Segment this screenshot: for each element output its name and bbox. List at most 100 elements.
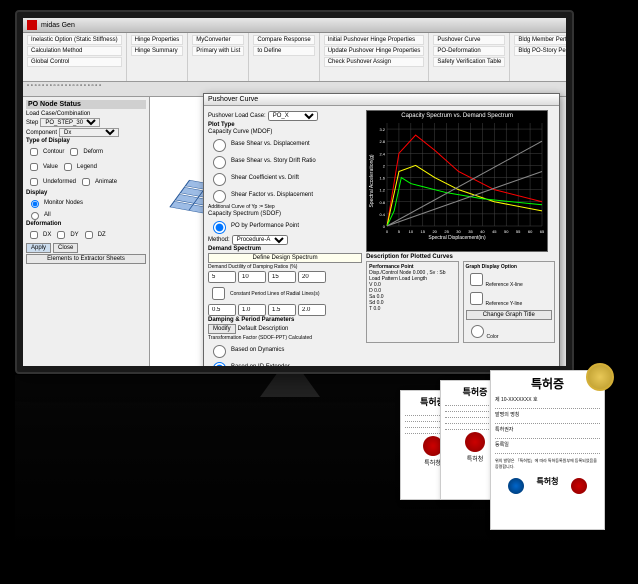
field-label: Component <box>26 130 57 136</box>
component-select[interactable]: Dx <box>59 128 119 137</box>
svg-text:45: 45 <box>492 229 497 234</box>
ribbon-btn[interactable]: Safety Verification Table <box>433 57 505 67</box>
left-panel: PO Node Status Load Case/Combination Ste… <box>23 97 150 366</box>
ratio-input[interactable] <box>238 271 266 283</box>
svg-text:5: 5 <box>398 229 401 234</box>
opt-radio[interactable] <box>213 362 226 366</box>
opt-label: Additional Curve of Yp := Step <box>208 204 362 210</box>
chk-legend[interactable] <box>64 163 72 171</box>
ratio-input[interactable] <box>268 271 296 283</box>
svg-text:2: 2 <box>383 163 386 168</box>
panel-title: PO Node Status <box>26 100 146 109</box>
label: Method: <box>208 237 230 243</box>
opt-radio[interactable] <box>213 156 226 169</box>
chk-undeformed[interactable] <box>30 178 38 186</box>
field-label: Step <box>26 120 38 126</box>
app-title: midas Gen <box>41 22 75 29</box>
chk-dz[interactable] <box>85 231 93 239</box>
label: Transformation Factor (SDOF-PPT) Calcula… <box>208 335 362 341</box>
ribbon-group-hinge: Hinge Properties Hinge Summary <box>127 33 189 81</box>
method-select[interactable]: Procedure-A <box>232 235 288 245</box>
opt-label: Base Shear vs. Story Drift Ratio <box>231 158 316 164</box>
ribbon-btn[interactable]: Update Pushover Hinge Properties <box>324 46 425 56</box>
cert-seal <box>465 432 485 452</box>
ribbon-btn[interactable]: Hinge Properties <box>131 35 184 45</box>
close-button[interactable]: Close <box>53 243 78 253</box>
ribbon-group-perf: Bldg Member Performance Bldg PO-Story Pe… <box>510 33 566 81</box>
label: Constant Period Lines of Radial Lines(s) <box>230 291 320 297</box>
chk-contour[interactable] <box>30 148 38 156</box>
chk-dy[interactable] <box>57 231 65 239</box>
pp-panel: Performance Point Disp./Control Node 0.0… <box>366 261 458 343</box>
ribbon-btn[interactable]: Check Pushover Assign <box>324 57 425 67</box>
svg-text:Spectral Displacement(in): Spectral Displacement(in) <box>428 235 486 241</box>
cert-line: 특허권자 <box>495 426 600 433</box>
ribbon-group-pushover: Initial Pushover Hinge Properties Update… <box>320 33 430 81</box>
period-input[interactable] <box>208 304 236 316</box>
svg-text:0.4: 0.4 <box>380 212 386 217</box>
ribbon-btn[interactable]: Inelastic Option (Static Stiffness) <box>27 35 122 45</box>
opt-radio[interactable] <box>213 190 226 203</box>
ribbon-btn[interactable]: Pushover Curve <box>433 35 505 45</box>
ribbon-btn[interactable]: Global Control <box>27 57 122 67</box>
load-case-select[interactable]: PO_X <box>268 111 318 121</box>
cert-title: 특허증 <box>495 375 600 392</box>
chk-constant[interactable] <box>212 287 225 300</box>
chk[interactable] <box>470 292 483 305</box>
ratio-input[interactable] <box>208 271 236 283</box>
ribbon-btn[interactable]: Compare Response <box>253 35 314 45</box>
period-input[interactable] <box>298 304 326 316</box>
period-input[interactable] <box>268 304 296 316</box>
opt-radio[interactable] <box>213 173 226 186</box>
radio-label: All <box>44 212 51 218</box>
chk-dx[interactable] <box>30 231 38 239</box>
certificate-3: 특허증 제 10-XXXXXXX 호 발명의 명칭 특허권자 등록일 위의 발명… <box>490 370 605 530</box>
ribbon-btn[interactable]: PO-Deformation <box>433 46 505 56</box>
svg-text:1.6: 1.6 <box>380 176 386 181</box>
ribbon: Inelastic Option (Static Stiffness) Calc… <box>23 33 566 82</box>
ribbon-btn[interactable]: Bldg PO-Story Performance <box>514 46 566 56</box>
chk-animate[interactable] <box>82 178 90 186</box>
ratio-input[interactable] <box>298 271 326 283</box>
step-select[interactable]: PO_STEP_30 <box>40 118 100 127</box>
svg-text:55: 55 <box>516 229 521 234</box>
period-input[interactable] <box>238 304 266 316</box>
modify-button[interactable]: Modify <box>208 324 236 334</box>
ribbon-btn[interactable]: Calculation Method <box>27 46 122 56</box>
ribbon-btn[interactable]: Hinge Summary <box>131 46 184 56</box>
detail-button[interactable]: Elements to Extractor Sheets <box>26 254 146 264</box>
define-spectrum-button[interactable]: Define Design Spectrum <box>208 253 362 263</box>
svg-text:0: 0 <box>386 229 389 234</box>
ribbon-btn[interactable]: MyConverter <box>192 35 244 45</box>
opt-label: Reference X-line <box>486 282 523 288</box>
cert-seal <box>508 478 524 494</box>
label: Description for Plotted Curves <box>366 254 555 260</box>
radio-monitor[interactable] <box>31 200 39 208</box>
cert-line: 위의 발명은 「특허법」에 따라 특허등록원부에 등록되었음을 증명합니다. <box>495 458 600 470</box>
svg-text:30: 30 <box>456 229 461 234</box>
chk-label: DX <box>43 232 51 238</box>
opt-radio[interactable] <box>213 139 226 152</box>
dialog-left-col: Pushover Load Case:PO_X Plot Type Capaci… <box>208 110 362 366</box>
opt-radio[interactable] <box>213 345 226 358</box>
ribbon-btn[interactable]: Initial Pushover Hinge Properties <box>324 35 425 45</box>
v: 0.0 <box>373 306 380 312</box>
chk-deform[interactable] <box>70 148 78 156</box>
graph-title-button[interactable]: Change Graph Title <box>466 310 552 320</box>
opt-radio[interactable] <box>213 221 226 234</box>
chk-value[interactable] <box>30 163 38 171</box>
label: Default Description <box>238 326 289 332</box>
titlebar: midas Gen <box>23 18 566 33</box>
section-label: Demand Spectrum <box>208 246 362 252</box>
ribbon-btn[interactable]: to Define <box>253 46 314 56</box>
chk[interactable] <box>470 273 483 286</box>
color-radio[interactable] <box>471 325 484 338</box>
opt-label: Based on ID Extender <box>231 364 290 366</box>
ribbon-btn[interactable]: Primary with List <box>192 46 244 56</box>
chk-label: Legend <box>77 164 97 170</box>
radio-all[interactable] <box>31 212 39 220</box>
svg-text:15: 15 <box>421 229 426 234</box>
chk-label: Undeformed <box>43 179 76 185</box>
ribbon-btn[interactable]: Bldg Member Performance <box>514 35 566 45</box>
apply-button[interactable]: Apply <box>26 243 51 253</box>
